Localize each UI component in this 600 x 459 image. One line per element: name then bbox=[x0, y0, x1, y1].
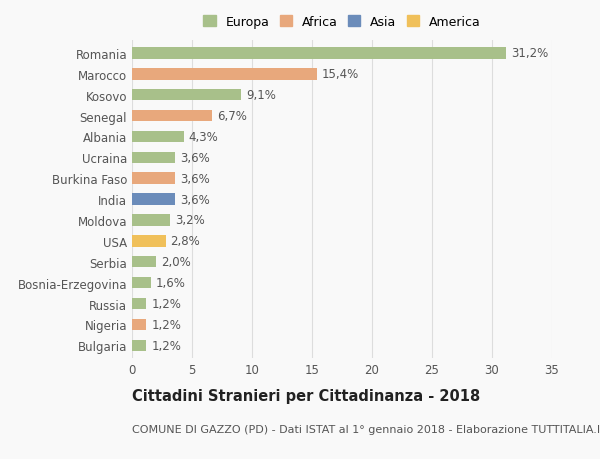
Text: 15,4%: 15,4% bbox=[322, 68, 359, 81]
Text: 9,1%: 9,1% bbox=[246, 89, 276, 102]
Bar bbox=[132, 235, 166, 247]
Bar bbox=[132, 131, 184, 143]
Text: 2,8%: 2,8% bbox=[170, 235, 200, 248]
Bar bbox=[132, 257, 156, 268]
Text: 1,6%: 1,6% bbox=[156, 276, 186, 290]
Text: 4,3%: 4,3% bbox=[188, 131, 218, 144]
Bar bbox=[132, 319, 146, 330]
Bar bbox=[132, 194, 175, 205]
Text: 1,2%: 1,2% bbox=[151, 318, 181, 331]
Bar bbox=[132, 298, 146, 309]
Text: 3,6%: 3,6% bbox=[180, 193, 210, 206]
Text: 6,7%: 6,7% bbox=[217, 110, 247, 123]
Text: 3,6%: 3,6% bbox=[180, 172, 210, 185]
Text: 1,2%: 1,2% bbox=[151, 297, 181, 310]
Text: 3,2%: 3,2% bbox=[175, 214, 205, 227]
Bar bbox=[132, 215, 170, 226]
Text: 2,0%: 2,0% bbox=[161, 256, 191, 269]
Text: 3,6%: 3,6% bbox=[180, 151, 210, 164]
Bar bbox=[132, 90, 241, 101]
Legend: Europa, Africa, Asia, America: Europa, Africa, Asia, America bbox=[203, 16, 481, 29]
Text: Cittadini Stranieri per Cittadinanza - 2018: Cittadini Stranieri per Cittadinanza - 2… bbox=[132, 388, 480, 403]
Bar bbox=[132, 277, 151, 289]
Bar bbox=[132, 152, 175, 164]
Text: 1,2%: 1,2% bbox=[151, 339, 181, 352]
Bar bbox=[132, 340, 146, 351]
Text: COMUNE DI GAZZO (PD) - Dati ISTAT al 1° gennaio 2018 - Elaborazione TUTTITALIA.I: COMUNE DI GAZZO (PD) - Dati ISTAT al 1° … bbox=[132, 425, 600, 435]
Bar bbox=[132, 111, 212, 122]
Bar bbox=[132, 69, 317, 80]
Bar bbox=[132, 48, 506, 60]
Bar bbox=[132, 173, 175, 185]
Text: 31,2%: 31,2% bbox=[511, 47, 548, 60]
